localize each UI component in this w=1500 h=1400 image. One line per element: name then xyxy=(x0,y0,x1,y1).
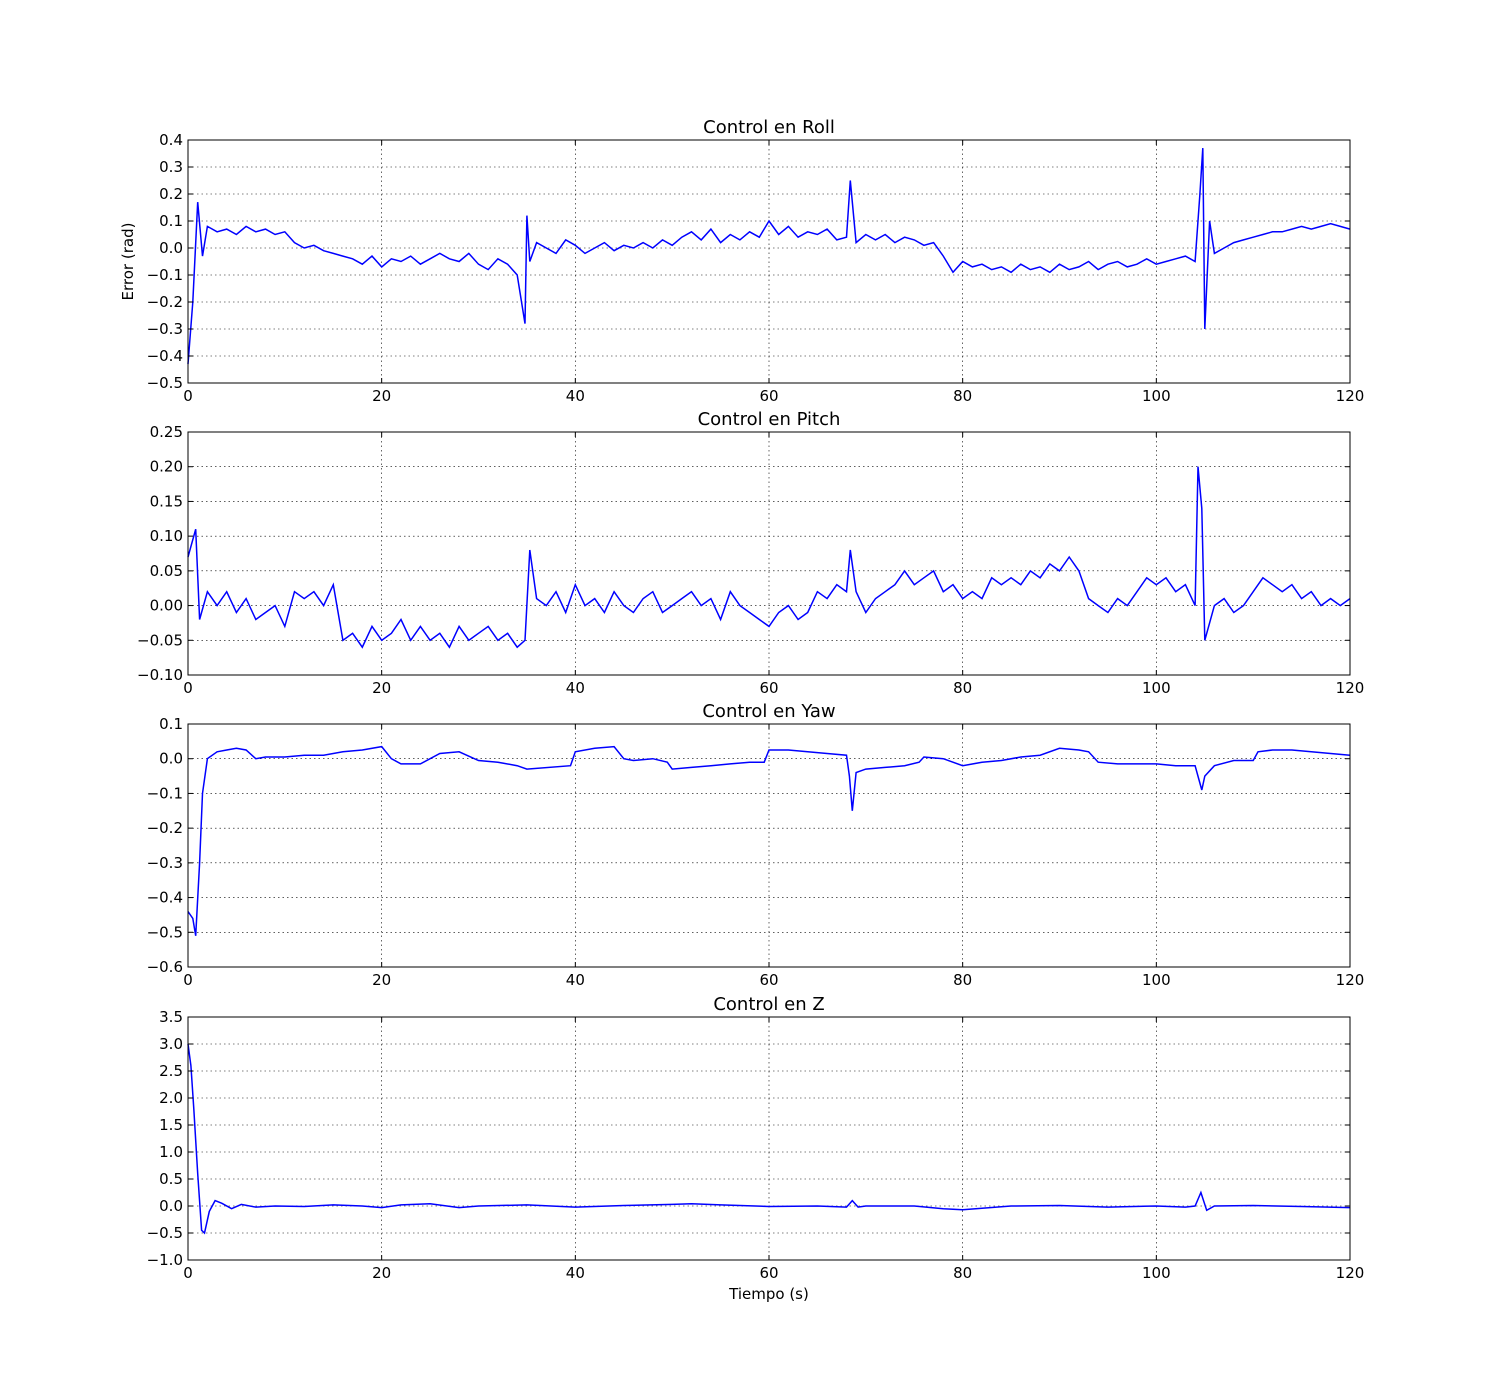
pitch-ticks: 0 20 40 60 80 100 120 −0.10 −0.05 0.00 0.05 0.10 0.1… xyxy=(137,423,1364,697)
pitch-y-tick-label: −0.10 xyxy=(137,666,183,684)
yaw-y-tick-label: −0.1 xyxy=(147,784,183,802)
z-title: Control en Z xyxy=(713,994,824,1015)
pitch-y-tick-label: 0.05 xyxy=(150,562,183,580)
roll-x-tick-label: 60 xyxy=(759,387,778,405)
pitch-x-tick-label: 120 xyxy=(1336,679,1365,697)
z-y-tick-label: 0.5 xyxy=(159,1170,183,1188)
pitch-title: Control en Pitch xyxy=(698,409,841,430)
roll-y-tick-label: 0.4 xyxy=(159,131,183,149)
roll-x-tick-label: 40 xyxy=(566,387,585,405)
z-y-tick-label: 2.5 xyxy=(159,1062,183,1080)
z-y-tick-label: −0.5 xyxy=(147,1224,183,1242)
roll-y-tick-label: 0.3 xyxy=(159,158,183,176)
pitch-y-tick-label: 0.25 xyxy=(150,423,183,441)
yaw-y-tick-label: 0.1 xyxy=(159,715,183,733)
subplot-roll: 0 20 40 60 80 100 120 −0.5 −0.4 −0.3 −0.2 −0.1 0.0 0.… xyxy=(119,117,1364,405)
z-y-tick-label: 2.0 xyxy=(159,1089,183,1107)
yaw-x-tick-label: 40 xyxy=(566,971,585,989)
yaw-y-tick-label: 0.0 xyxy=(159,750,183,768)
z-x-tick-label: 80 xyxy=(953,1264,972,1282)
yaw-ticks: 0 20 40 60 80 100 120 −0.6 −0.5 −0.4 −0.3 −0.2 −0.1 0… xyxy=(147,715,1365,989)
pitch-y-tick-label: 0.00 xyxy=(150,597,183,615)
yaw-x-tick-label: 0 xyxy=(183,971,193,989)
roll-y-tick-label: −0.4 xyxy=(147,347,183,365)
roll-y-tick-label: −0.2 xyxy=(147,293,183,311)
pitch-x-tick-label: 100 xyxy=(1142,679,1171,697)
z-y-tick-label: 1.5 xyxy=(159,1116,183,1134)
pitch-y-tick-label: 0.10 xyxy=(150,527,183,545)
z-x-tick-label: 100 xyxy=(1142,1264,1171,1282)
z-y-tick-label: 3.5 xyxy=(159,1008,183,1026)
pitch-y-tick-label: −0.05 xyxy=(137,631,183,649)
yaw-x-tick-label: 20 xyxy=(372,971,391,989)
roll-x-tick-label: 100 xyxy=(1142,387,1171,405)
roll-ticks: 0 20 40 60 80 100 120 −0.5 −0.4 −0.3 −0.2 −0.1 0.0 0.… xyxy=(147,131,1365,405)
pitch-x-tick-label: 0 xyxy=(183,679,193,697)
pitch-y-tick-label: 0.20 xyxy=(150,458,183,476)
z-x-tick-label: 0 xyxy=(183,1264,193,1282)
pitch-error-line xyxy=(187,466,1351,649)
roll-y-tick-label: 0.0 xyxy=(159,239,183,257)
pitch-x-tick-label: 20 xyxy=(372,679,391,697)
yaw-y-tick-label: −0.6 xyxy=(147,958,183,976)
pitch-x-tick-label: 40 xyxy=(566,679,585,697)
roll-x-tick-label: 0 xyxy=(183,387,193,405)
roll-y-tick-label: −0.1 xyxy=(147,266,183,284)
roll-grid xyxy=(188,140,1350,383)
pitch-grid xyxy=(188,432,1350,675)
z-y-tick-label: 0.0 xyxy=(159,1197,183,1215)
z-x-axis-label: Tiempo (s) xyxy=(728,1285,809,1303)
yaw-x-tick-label: 100 xyxy=(1142,971,1171,989)
roll-y-tick-label: −0.3 xyxy=(147,320,183,338)
roll-x-tick-label: 20 xyxy=(372,387,391,405)
yaw-error-line xyxy=(187,745,1351,936)
pitch-x-tick-label: 60 xyxy=(759,679,778,697)
pitch-y-tick-label: 0.15 xyxy=(150,492,183,510)
roll-x-tick-label: 120 xyxy=(1336,387,1365,405)
z-y-tick-label: 3.0 xyxy=(159,1035,183,1053)
roll-y-tick-label: 0.1 xyxy=(159,212,183,230)
roll-y-tick-label: −0.5 xyxy=(147,374,183,392)
yaw-x-tick-label: 60 xyxy=(759,971,778,989)
z-y-tick-label: 1.0 xyxy=(159,1143,183,1161)
yaw-y-tick-label: −0.3 xyxy=(147,854,183,872)
yaw-x-tick-label: 120 xyxy=(1336,971,1365,989)
pitch-x-tick-label: 80 xyxy=(953,679,972,697)
z-x-tick-label: 120 xyxy=(1336,1264,1365,1282)
roll-title: Control en Roll xyxy=(703,117,835,138)
roll-x-tick-label: 80 xyxy=(953,387,972,405)
yaw-y-tick-label: −0.5 xyxy=(147,923,183,941)
z-x-tick-label: 20 xyxy=(372,1264,391,1282)
z-x-tick-label: 40 xyxy=(566,1264,585,1282)
roll-y-tick-label: 0.2 xyxy=(159,185,183,203)
z-ticks: 0 20 40 60 80 100 120 −1.0 −0.5 0.0 0.5 1.0 1.5 2.0 2.… xyxy=(147,1008,1365,1282)
z-error-line xyxy=(187,1043,1351,1235)
subplot-z: 0 20 40 60 80 100 120 −1.0 −0.5 0.0 0.5 1.0 1.5 2.0 2.… xyxy=(147,994,1365,1303)
subplot-pitch: 0 20 40 60 80 100 120 −0.10 −0.05 0.00 0.05 0.10 0.1… xyxy=(137,409,1364,697)
roll-error-line xyxy=(187,148,1351,365)
yaw-x-tick-label: 80 xyxy=(953,971,972,989)
yaw-title: Control en Yaw xyxy=(702,701,835,722)
yaw-y-tick-label: −0.4 xyxy=(147,889,183,907)
z-x-tick-label: 60 xyxy=(759,1264,778,1282)
z-y-tick-label: −1.0 xyxy=(147,1251,183,1269)
yaw-y-tick-label: −0.2 xyxy=(147,819,183,837)
roll-y-axis-label: Error (rad) xyxy=(119,223,137,301)
subplot-yaw: 0 20 40 60 80 100 120 −0.6 −0.5 −0.4 −0.3 −0.2 −0.1 0… xyxy=(147,701,1365,989)
